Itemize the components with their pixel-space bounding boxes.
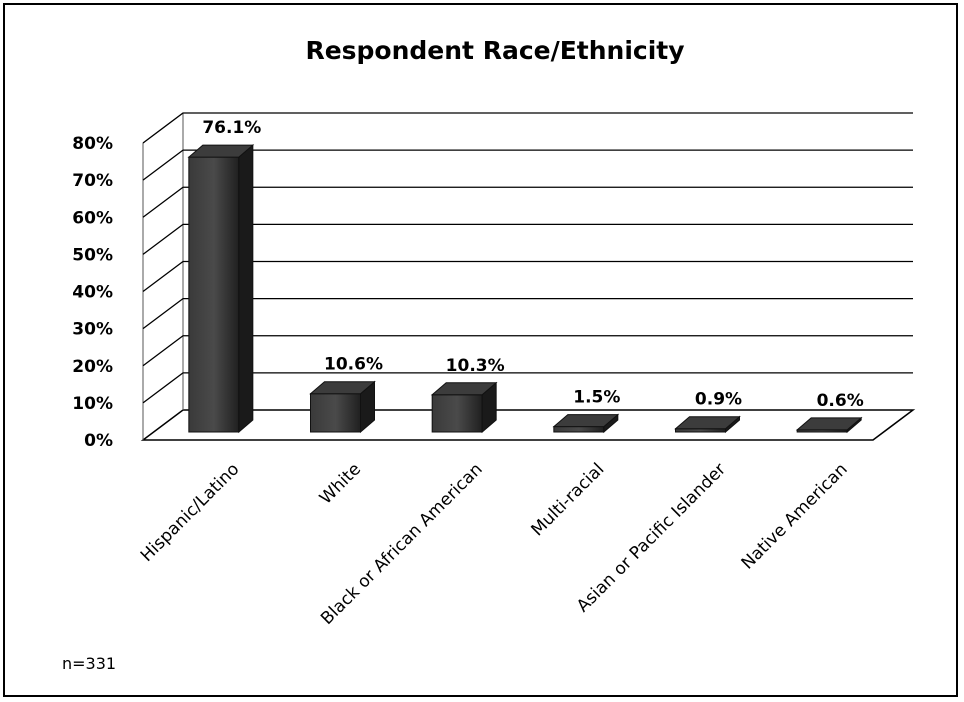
data-label: 10.6% (324, 355, 383, 375)
bar-front (553, 426, 605, 433)
x-tick-label: Hispanic/Latino (137, 459, 243, 565)
bar-front (188, 156, 240, 433)
y-tick-label: 50% (72, 245, 113, 265)
y-tick-label: 70% (72, 171, 113, 191)
sample-size-note: n=331 (62, 654, 117, 673)
bar-side (238, 144, 254, 434)
bars (187, 144, 863, 434)
bar (430, 381, 498, 434)
y-tick-label: 20% (72, 357, 113, 377)
data-label: 76.1% (202, 118, 261, 138)
gridlines (142, 112, 913, 404)
bar (187, 144, 255, 434)
data-label: 0.9% (695, 390, 742, 410)
chart-walls (140, 112, 916, 441)
gridline (142, 260, 913, 293)
gridline (142, 223, 913, 255)
bar-top (552, 414, 620, 428)
bar-top (795, 417, 863, 431)
data-label: 0.6% (817, 391, 864, 411)
gridline (142, 335, 913, 367)
chart-title: Respondent Race/Ethnicity (305, 36, 685, 65)
chart-frame (3, 3, 958, 697)
gridline (142, 149, 913, 181)
y-tick-label: 10% (72, 394, 113, 414)
bar-top (187, 144, 255, 158)
gridline (142, 186, 913, 218)
x-tick-label: Multi-racial (528, 459, 609, 540)
bar-front (431, 394, 483, 433)
x-tick-label: White (316, 459, 365, 508)
y-tick-label: 0% (84, 431, 113, 451)
bar (795, 416, 863, 434)
data-label: 1.5% (573, 388, 620, 408)
data-labels: 76.1% 10.6% 10.3% 1.5% 0.9% 0.6% (202, 118, 863, 411)
y-tick-label: 30% (72, 320, 113, 340)
y-axis: 0% 10% 20% 30% 40% 50% 60% 70% 80% (72, 134, 113, 451)
data-label: 10.3% (446, 356, 505, 376)
gridline (142, 297, 913, 330)
bar-front (310, 393, 361, 433)
bar-top (674, 416, 741, 430)
gridline (142, 372, 913, 404)
y-tick-label: 80% (72, 134, 113, 154)
bar (309, 380, 376, 434)
x-tick-label: Native American (738, 459, 852, 573)
bar (552, 413, 620, 434)
bar-top (309, 381, 376, 395)
gridline (142, 112, 913, 144)
chart-floor (140, 409, 916, 441)
bar-top (430, 382, 498, 396)
y-tick-label: 60% (72, 208, 113, 228)
y-tick-label: 40% (72, 283, 113, 303)
bar (674, 415, 741, 434)
